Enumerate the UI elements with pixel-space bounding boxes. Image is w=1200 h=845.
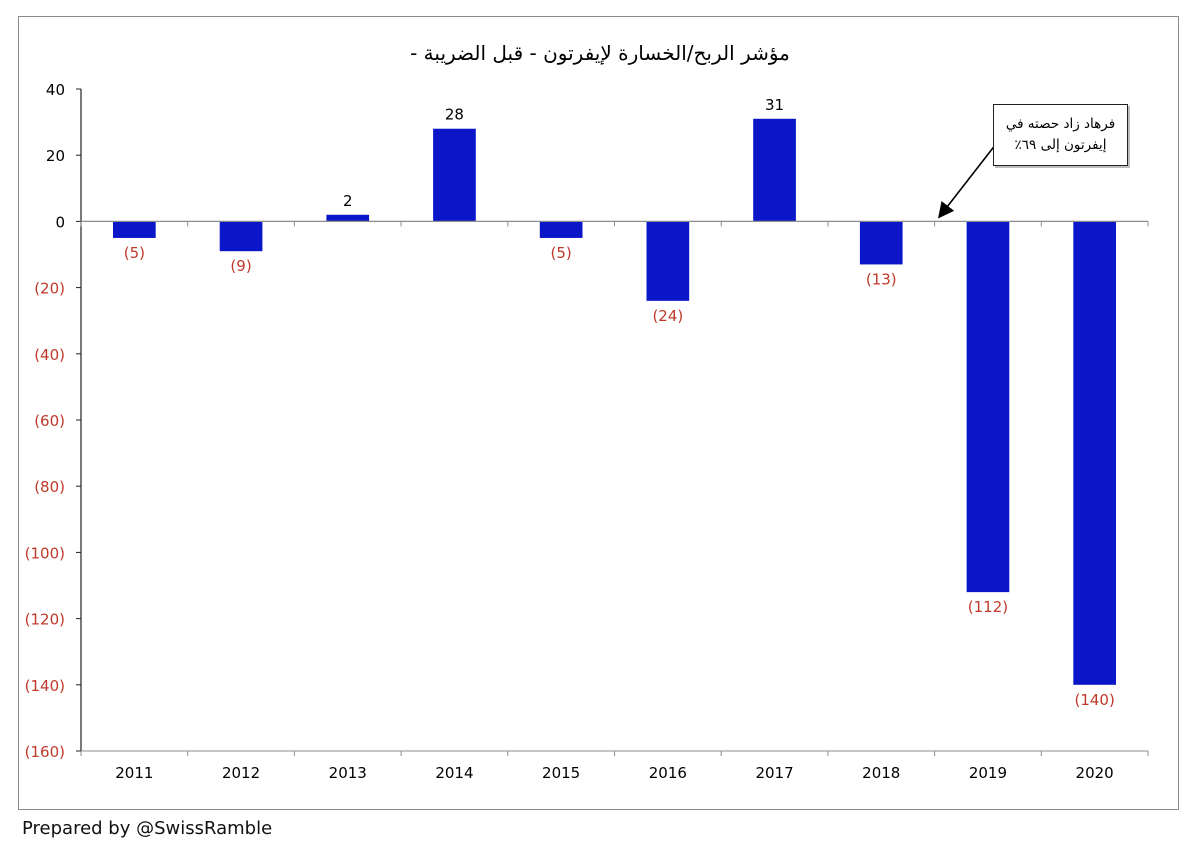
bar-2012 [219,221,263,252]
bar-2018 [859,221,903,265]
annotation-arrow [938,143,997,219]
bar-2016 [646,221,690,301]
annotation-line-1: فرهاد زاد حصته في [1005,116,1116,132]
axis-layer: 40 20 0 (20) (40) (60) (80) (100) (120) (140) (160… [25,81,1149,761]
bar-2017 [753,118,796,222]
bar-2020 [1073,221,1116,685]
x-tick-label-2020: 2020 [1076,764,1114,782]
value-label-2017: 31 [765,96,784,114]
x-tick-label-2014: 2014 [435,764,473,782]
y-tick-label: (20) [34,280,65,298]
annotation-callout: فرهاد زاد حصته في إيفرتون إلى ٦٩٪ [993,104,1128,166]
y-tick-label: (80) [34,478,65,496]
x-tick-label-2012: 2012 [222,764,260,782]
value-label-2015: (5) [551,244,572,262]
value-label-2020: (140) [1074,691,1114,709]
bar-2013 [326,214,370,222]
y-tick-label: 20 [46,147,65,165]
value-label-2012: (9) [230,257,251,275]
value-label-2016: (24) [652,307,683,325]
bar-2014 [433,128,476,222]
annotation-line-2: إيفرتون إلى ٦٩٪ [1014,137,1107,153]
bar-2011 [113,221,156,238]
y-tick-label: 0 [55,213,65,231]
y-tick-label: (40) [34,346,65,364]
x-tick-label-2019: 2019 [969,764,1007,782]
footer-credit: Prepared by @SwissRamble [22,818,273,839]
y-tick-label: (140) [25,677,65,695]
value-label-2014: 28 [445,106,464,124]
x-tick-label-2017: 2017 [755,764,793,782]
x-tick-label-2015: 2015 [542,764,580,782]
x-tick-label-2013: 2013 [329,764,367,782]
y-tick-label: (160) [25,743,65,761]
value-label-2011: (5) [124,244,145,262]
x-tick-label-2018: 2018 [862,764,900,782]
y-tick-label: (100) [25,544,65,562]
x-tick-label-2016: 2016 [649,764,687,782]
y-tick-label: (120) [25,611,65,629]
value-label-2018: (13) [866,270,897,288]
x-tick-label-2011: 2011 [115,764,153,782]
value-label-2013: 2 [343,192,353,210]
labels-layer: (5) 2011 (9) 2012 2 2013 28 2014 (5) 2015 (24) 2016… [115,96,1115,782]
value-label-2019: (112) [968,598,1008,616]
bar-2019 [966,221,1010,593]
chart-title: مؤشر الربح/الخسارة لإيفرتون - قبل الضريب… [410,41,790,65]
bars-layer [113,118,1116,685]
bar-2015 [539,221,583,238]
y-tick-label: (60) [34,412,65,430]
y-tick-label: 40 [46,81,65,99]
